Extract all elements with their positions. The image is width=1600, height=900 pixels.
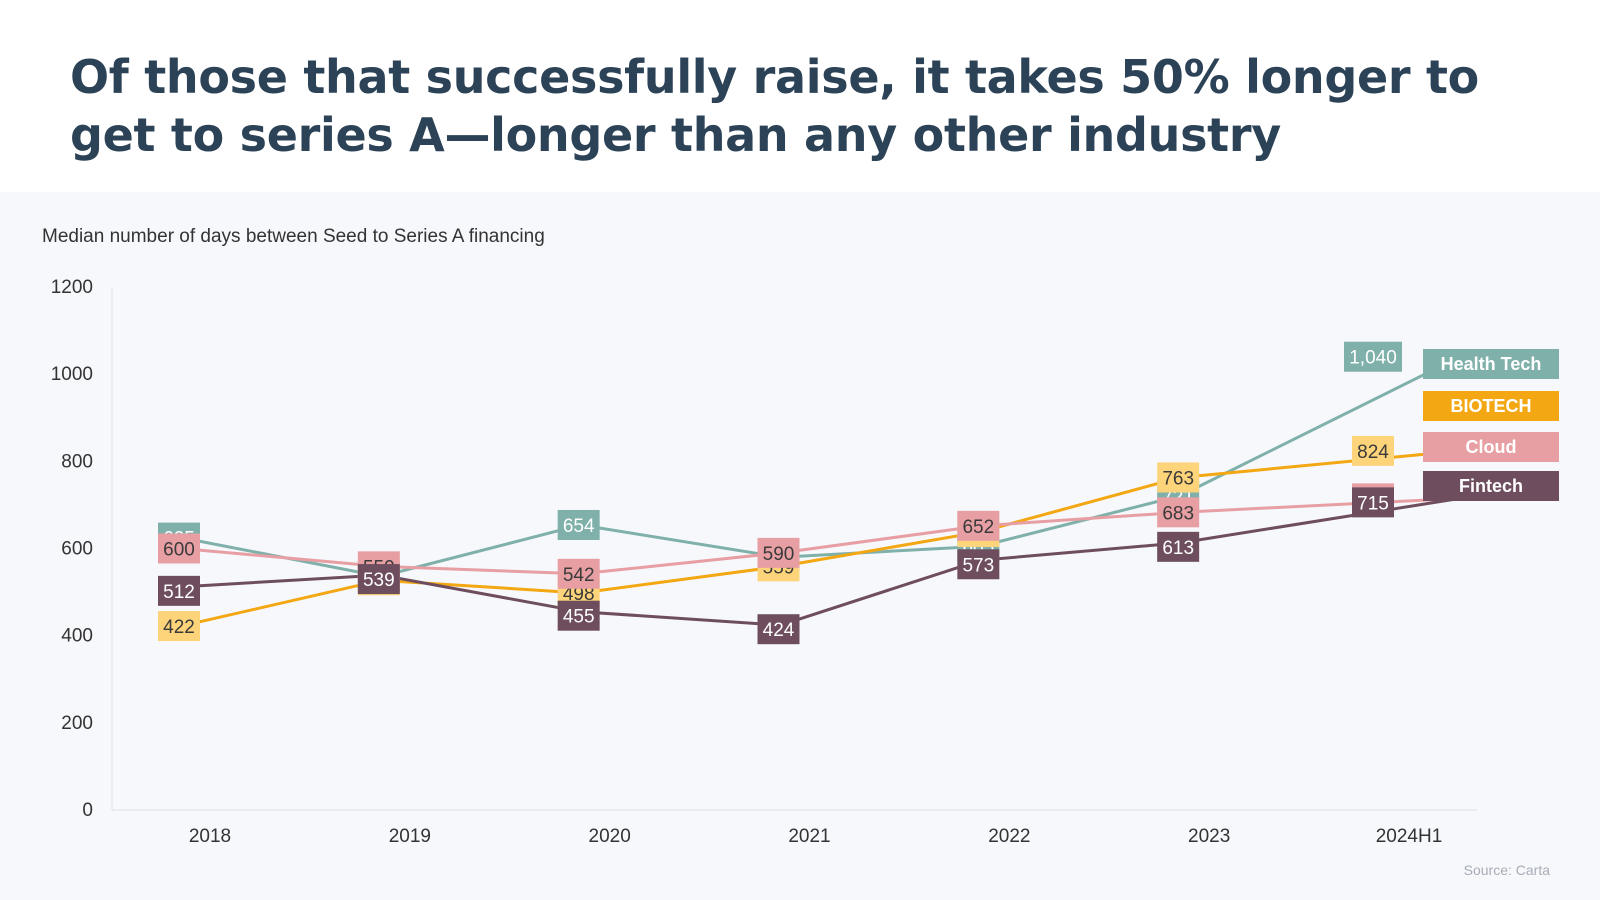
data-label-box — [757, 537, 800, 568]
x-tick-label: 2018 — [189, 826, 231, 847]
chart-axes: 0 200 400 600 800 1000 1200 2018 2019 2020 2021 202… — [51, 277, 1477, 847]
y-tick-label: 400 — [61, 626, 93, 647]
data-label-box — [1157, 497, 1200, 528]
data-label-text: 824 — [1357, 442, 1389, 463]
y-tick-label: 1000 — [51, 364, 93, 385]
x-tick-label: 2022 — [988, 826, 1030, 847]
data-label-box — [757, 614, 800, 645]
data-label-text: 652 — [962, 517, 994, 538]
data-label-text: 455 — [563, 607, 595, 628]
data-label: 539 — [357, 564, 400, 595]
data-label-text: 715 — [1357, 493, 1389, 514]
chart-panel — [0, 192, 1600, 900]
data-label-box — [557, 558, 600, 589]
data-label: 763 — [1157, 462, 1200, 493]
data-label-box — [1352, 435, 1394, 466]
legend-item-biotech: BIOTECH — [1423, 391, 1559, 421]
x-tick-label: 2020 — [589, 826, 631, 847]
data-label-text: 424 — [763, 620, 795, 641]
source-note: Source: Carta — [1463, 862, 1550, 878]
data-label: 542 — [557, 558, 600, 589]
data-label-box — [158, 533, 200, 564]
y-tick-label: 600 — [61, 539, 93, 560]
data-label-text: 512 — [163, 582, 195, 603]
chart-title: Median number of days between Seed to Se… — [42, 226, 545, 247]
series-line-biotech — [179, 449, 1462, 628]
data-label: 654 — [557, 509, 600, 540]
data-label-text: 590 — [763, 544, 795, 565]
data-label-text: 600 — [163, 540, 195, 561]
data-label: 600 — [158, 533, 200, 564]
data-label-text: 654 — [563, 516, 595, 537]
data-label-box — [957, 510, 1000, 541]
x-tick-label: 2023 — [1188, 826, 1230, 847]
x-tick-label: 2021 — [788, 826, 830, 847]
data-label-text: 422 — [163, 617, 195, 638]
legend-item-health-tech: Health Tech — [1423, 349, 1559, 379]
data-label: 422 — [158, 611, 200, 642]
data-label-box — [1157, 531, 1200, 562]
x-tick-label: 2024H1 — [1376, 826, 1443, 847]
x-tick-label: 2019 — [389, 826, 431, 847]
y-tick-label: 800 — [61, 451, 93, 472]
data-label-text: 498 — [563, 584, 595, 605]
chart-data-labels: 6255366545806057211,04042252749855963876… — [158, 341, 1402, 645]
data-label: 683 — [1157, 497, 1200, 528]
data-label-box — [1352, 487, 1394, 518]
data-label-box — [158, 611, 200, 642]
data-label-text: 539 — [363, 570, 395, 591]
data-label: 613 — [1157, 531, 1200, 562]
data-label-text: 542 — [563, 565, 595, 586]
data-label: 573 — [957, 549, 1000, 580]
y-tick-label: 200 — [61, 713, 93, 734]
page-title: Of those that successfully raise, it tak… — [70, 50, 1479, 162]
data-label-box — [1344, 341, 1402, 372]
data-label-text: 683 — [1162, 503, 1194, 524]
data-label-box — [957, 549, 1000, 580]
data-label-box — [158, 575, 200, 606]
legend-item-cloud: Cloud — [1423, 432, 1559, 462]
y-tick-label: 0 — [82, 800, 93, 821]
y-tick-label: 1200 — [51, 277, 93, 298]
data-label-box — [557, 600, 600, 631]
data-label: 455 — [557, 600, 600, 631]
data-label: 424 — [757, 614, 800, 645]
data-label-text: 613 — [1162, 538, 1194, 559]
data-label-text: 763 — [1162, 468, 1194, 489]
series-line-health-tech — [179, 355, 1462, 578]
data-label: 590 — [757, 537, 800, 568]
data-label-box — [557, 509, 600, 540]
data-label: 652 — [957, 510, 1000, 541]
data-label: 1,040 — [1344, 341, 1402, 372]
data-label-box — [357, 564, 400, 595]
data-label-text: 573 — [962, 555, 994, 576]
data-label: 512 — [158, 575, 200, 606]
legend-item-fintech: Fintech — [1423, 471, 1559, 501]
title-band: Of those that successfully raise, it tak… — [0, 0, 1600, 192]
data-label: 824 — [1352, 435, 1394, 466]
data-label-text: 1,040 — [1349, 348, 1397, 369]
data-label-box — [1157, 462, 1200, 493]
data-label: 715 — [1352, 487, 1394, 518]
